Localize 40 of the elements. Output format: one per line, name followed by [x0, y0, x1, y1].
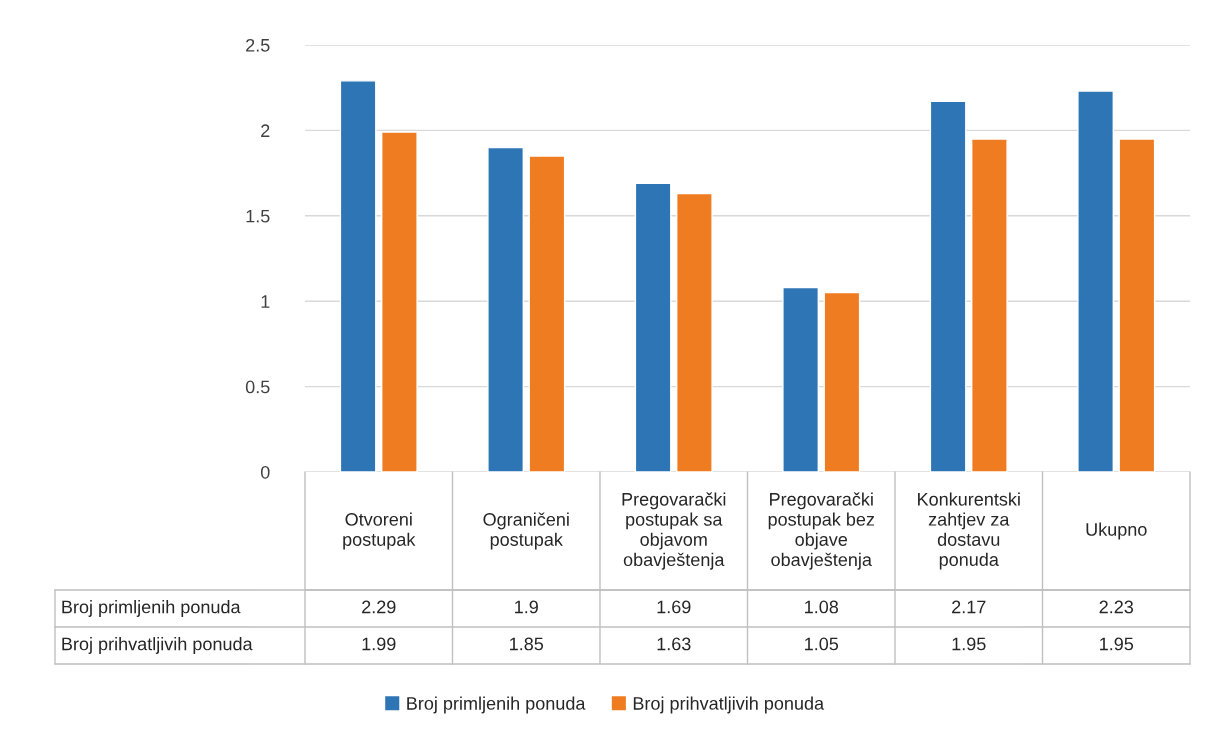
legend-label: Broj primljenih ponuda	[407, 696, 586, 714]
data-label: 1.05	[805, 637, 839, 651]
legend-label: Broj prihvatljivih ponuda	[633, 696, 825, 714]
y-tick-label: 0	[260, 465, 270, 479]
data-label: 1.08	[805, 600, 839, 614]
x-tick-label: Ograničeni postupak	[483, 512, 569, 550]
bar	[971, 138, 1008, 472]
data-label: 2.29	[362, 600, 396, 614]
bar	[823, 291, 861, 472]
data-label: 2.23	[1099, 600, 1134, 614]
bar	[487, 146, 524, 472]
x-tick-label: Konkurentski zahtjev za dostavu ponuda	[918, 492, 1020, 570]
bar	[782, 286, 819, 472]
data-label: 1.9	[515, 600, 538, 614]
x-tick-label: Otvoreni postupak	[343, 512, 416, 550]
y-tick-label: 2.5	[246, 38, 270, 52]
bar	[528, 155, 566, 472]
x-tick-label: Ukupno	[1086, 522, 1147, 540]
data-label: 1.85	[510, 637, 544, 651]
bar	[339, 80, 377, 472]
data-label: 2.17	[952, 600, 986, 614]
y-tick-label: 1.5	[246, 209, 270, 223]
data-label: 1.99	[362, 637, 396, 651]
data-label: 1.63	[657, 637, 691, 651]
bar	[929, 100, 967, 472]
bar	[381, 131, 418, 472]
data-label: 1.95	[952, 637, 986, 651]
bar	[1077, 90, 1114, 472]
y-tick-label: 1	[261, 295, 270, 308]
y-tick-label: 0.5	[245, 380, 270, 394]
x-tick-label: Pregovarački postupak sa objavom obavještenja	[622, 492, 726, 570]
x-tick-label: Pregovarački postupak bez objave obavještenja	[768, 492, 875, 570]
data-label: 1.69	[657, 600, 691, 614]
data-label: 1.95	[1100, 637, 1134, 651]
y-tick-label: 2	[261, 124, 270, 137]
text: Broj primljenih ponuda	[62, 600, 241, 617]
bar	[1118, 138, 1156, 472]
text: Broj prihvatljivih ponuda	[62, 637, 253, 654]
bar	[634, 182, 672, 472]
bar	[676, 192, 713, 472]
